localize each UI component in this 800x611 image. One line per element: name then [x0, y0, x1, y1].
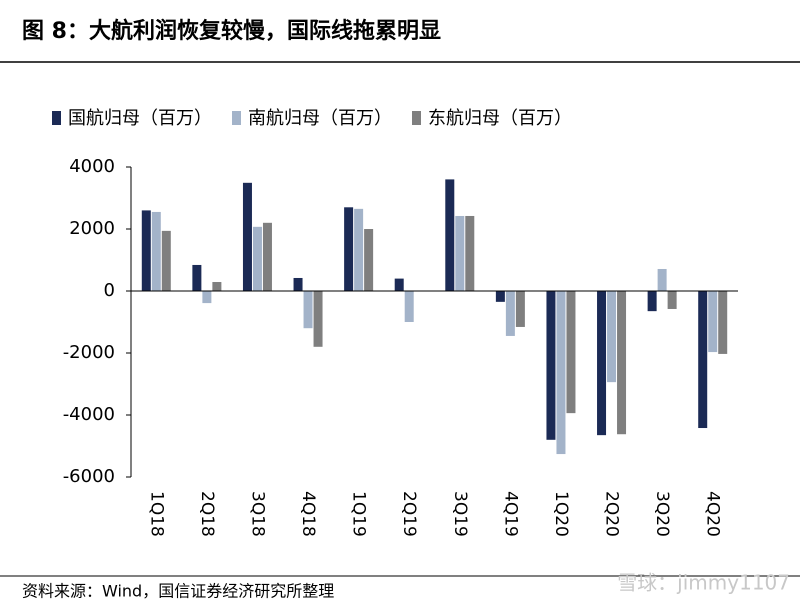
- bar: [505, 291, 515, 336]
- bar: [344, 207, 354, 291]
- legend-label: 南航归母（百万）: [248, 108, 392, 129]
- legend-swatch: [412, 111, 421, 125]
- bar: [242, 182, 252, 291]
- x-tick-label: 1Q18: [146, 491, 166, 537]
- bar: [364, 229, 374, 291]
- x-tick-label: 4Q19: [500, 491, 520, 537]
- bar: [718, 291, 728, 354]
- bar: [566, 291, 576, 414]
- bar: [708, 291, 718, 353]
- bar: [556, 291, 566, 455]
- bar: [354, 208, 364, 291]
- y-tick-label: -6000: [63, 466, 115, 487]
- legend-label: 国航归母（百万）: [68, 108, 212, 129]
- x-tick-label: 2Q20: [602, 491, 622, 537]
- bar: [546, 291, 556, 440]
- bar: [262, 222, 272, 291]
- x-tick-label: 1Q19: [349, 491, 369, 537]
- bar: [667, 291, 677, 309]
- bar: [192, 264, 202, 291]
- bar: [657, 268, 667, 291]
- bar: [161, 230, 171, 291]
- bar: [202, 291, 212, 304]
- bar: [394, 278, 404, 291]
- x-tick-label: 1Q20: [551, 491, 571, 537]
- x-tick-label: 3Q19: [450, 491, 470, 537]
- y-tick-label: 0: [104, 280, 115, 301]
- legend-swatch: [232, 111, 241, 125]
- bar: [465, 215, 475, 291]
- bar: [617, 291, 627, 435]
- bar: [212, 282, 222, 291]
- bar: [607, 291, 617, 383]
- x-tick-label: 4Q18: [298, 491, 318, 537]
- y-tick-label: -4000: [63, 404, 115, 425]
- bar: [698, 291, 708, 429]
- bar: [445, 179, 455, 291]
- source-note: 资料来源：Wind，国信证券经济研究所整理: [22, 582, 334, 601]
- x-tick-label: 3Q20: [652, 491, 672, 537]
- bar: [303, 291, 313, 329]
- y-tick-label: 4000: [69, 156, 115, 177]
- bar: [597, 291, 607, 436]
- bar: [455, 215, 465, 291]
- bar: [647, 291, 657, 312]
- bar: [404, 291, 414, 322]
- legend-swatch: [52, 111, 61, 125]
- x-tick-label: 2Q19: [399, 491, 419, 537]
- x-tick-label: 4Q20: [703, 491, 723, 537]
- bar: [151, 211, 161, 291]
- x-tick-label: 3Q18: [247, 491, 267, 537]
- chart-title: 图 8：大航利润恢复较慢，国际线拖累明显: [22, 18, 441, 44]
- y-tick-label: -2000: [63, 342, 115, 363]
- y-tick-label: 2000: [69, 218, 115, 239]
- bar: [313, 291, 323, 347]
- legend-label: 东航归母（百万）: [428, 108, 572, 129]
- watermark: 雪球：jimmy1107: [617, 571, 790, 595]
- bar: [515, 291, 525, 327]
- bar: [141, 210, 151, 291]
- bar: [252, 226, 262, 291]
- bar: [293, 277, 303, 291]
- bar: [495, 291, 505, 302]
- x-tick-label: 2Q18: [197, 491, 217, 537]
